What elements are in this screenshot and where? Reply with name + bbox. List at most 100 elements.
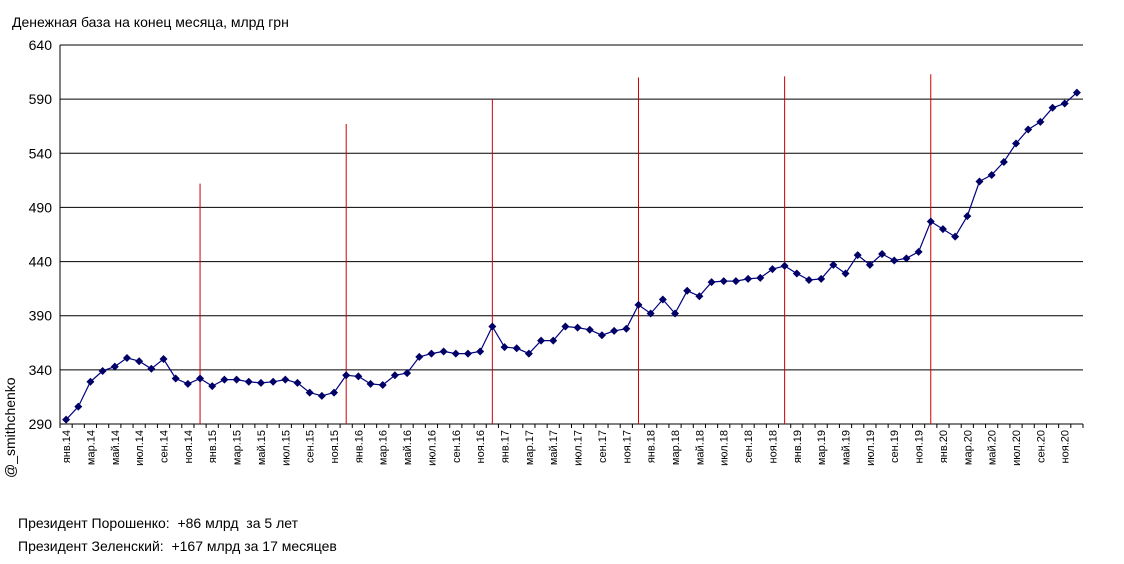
x-tick-label: июл.15 <box>280 430 292 466</box>
data-point <box>1024 125 1033 134</box>
chart-title: Денежная база на конец месяца, млрд грн <box>12 14 289 30</box>
data-point <box>110 362 119 371</box>
line-chart: 290 340 390 440 490 540 590 640 янв.14 мар.14 май.… <box>29 37 1084 466</box>
data-point <box>1072 88 1081 97</box>
x-tick-label: май.20 <box>987 430 999 465</box>
data-point <box>768 265 777 274</box>
y-tick-label: 340 <box>29 362 53 378</box>
x-tick-label: сен.15 <box>305 430 317 463</box>
series-line <box>65 92 1078 421</box>
data-point <box>658 295 667 304</box>
data-point <box>196 374 205 383</box>
data-point <box>208 382 217 391</box>
data-point <box>476 347 485 356</box>
data-point <box>378 381 387 390</box>
data-point <box>597 331 606 340</box>
data-point <box>537 336 546 345</box>
data-point <box>488 322 497 331</box>
x-tick-label: мар.16 <box>378 430 390 465</box>
data-point <box>122 353 131 362</box>
data-point <box>622 324 631 333</box>
x-tick-label: май.19 <box>841 430 853 465</box>
data-point <box>878 249 887 258</box>
data-point <box>354 372 363 381</box>
data-point <box>244 377 253 386</box>
x-tick-label: янв.16 <box>353 430 365 463</box>
y-tick-label: 490 <box>29 199 53 215</box>
data-point <box>695 292 704 301</box>
data-point <box>549 336 558 345</box>
data-point <box>671 309 680 318</box>
x-tick-label: сен.19 <box>889 430 901 463</box>
data-point <box>963 212 972 221</box>
data-point <box>281 375 290 384</box>
data-point <box>366 379 375 388</box>
data-point <box>62 415 71 424</box>
x-tick-label: янв.14 <box>61 430 73 463</box>
data-point <box>841 269 850 278</box>
x-tick-label: ноя.19 <box>914 430 926 463</box>
x-tick-label: сен.20 <box>1035 430 1047 463</box>
data-point <box>330 388 339 397</box>
data-point <box>999 157 1008 166</box>
data-point <box>561 322 570 331</box>
data-point <box>403 369 412 378</box>
x-tick-label: ноя.14 <box>183 430 195 463</box>
x-tick-label: июл.17 <box>573 430 585 466</box>
data-point <box>293 378 302 387</box>
data-point <box>719 277 728 286</box>
data-point <box>463 349 472 358</box>
data-point <box>415 352 424 361</box>
data-point <box>707 278 716 287</box>
x-tick-label: ноя.16 <box>475 430 487 463</box>
x-tick-label: ноя.20 <box>1060 430 1072 463</box>
y-tick-label: 590 <box>29 91 53 107</box>
data-point <box>390 371 399 380</box>
data-point <box>1012 139 1021 148</box>
data-point <box>74 402 83 411</box>
x-tick-label: июл.14 <box>134 430 146 466</box>
y-tick-label: 290 <box>29 416 53 432</box>
y-tick-label: 540 <box>29 145 53 161</box>
y-tick-label: 440 <box>29 254 53 270</box>
data-point <box>451 349 460 358</box>
data-point <box>1036 117 1045 126</box>
x-tick-label: июл.16 <box>426 430 438 466</box>
data-point <box>342 371 351 380</box>
x-tick-label: сен.14 <box>159 430 171 463</box>
x-tick-label: мар.20 <box>962 430 974 465</box>
x-tick-label: май.18 <box>694 430 706 465</box>
x-tick-label: сен.18 <box>743 430 755 463</box>
x-tick-label: май.17 <box>548 430 560 465</box>
data-point <box>585 325 594 334</box>
data-point <box>305 388 314 397</box>
data-point <box>792 269 801 278</box>
x-tick-label: июл.20 <box>1011 430 1023 466</box>
x-tick-label: мар.17 <box>524 430 536 465</box>
x-tick-label: янв.20 <box>938 430 950 463</box>
data-point <box>938 225 947 234</box>
data-point <box>317 391 326 400</box>
x-tick-label: июл.19 <box>865 430 877 466</box>
x-tick-label: ноя.17 <box>621 430 633 463</box>
data-point <box>159 355 168 364</box>
data-point <box>683 286 692 295</box>
x-tick-label: мар.18 <box>670 430 682 465</box>
x-tick-label: мар.19 <box>816 430 828 465</box>
data-point <box>183 379 192 388</box>
data-point <box>135 357 144 366</box>
x-tick-label: ноя.18 <box>767 430 779 463</box>
data-point <box>975 177 984 186</box>
note-zelensky: Президент Зеленский: +167 млрд за 17 мес… <box>18 538 337 554</box>
x-tick-label: сен.16 <box>451 430 463 463</box>
data-point <box>610 326 619 335</box>
data-point <box>573 323 582 332</box>
x-tick-label: май.15 <box>256 430 268 465</box>
data-point <box>731 277 740 286</box>
x-tick-label: янв.15 <box>207 430 219 463</box>
data-point <box>987 170 996 179</box>
data-point <box>780 261 789 270</box>
data-point <box>804 275 813 284</box>
data-point <box>220 375 229 384</box>
data-point <box>951 232 960 241</box>
